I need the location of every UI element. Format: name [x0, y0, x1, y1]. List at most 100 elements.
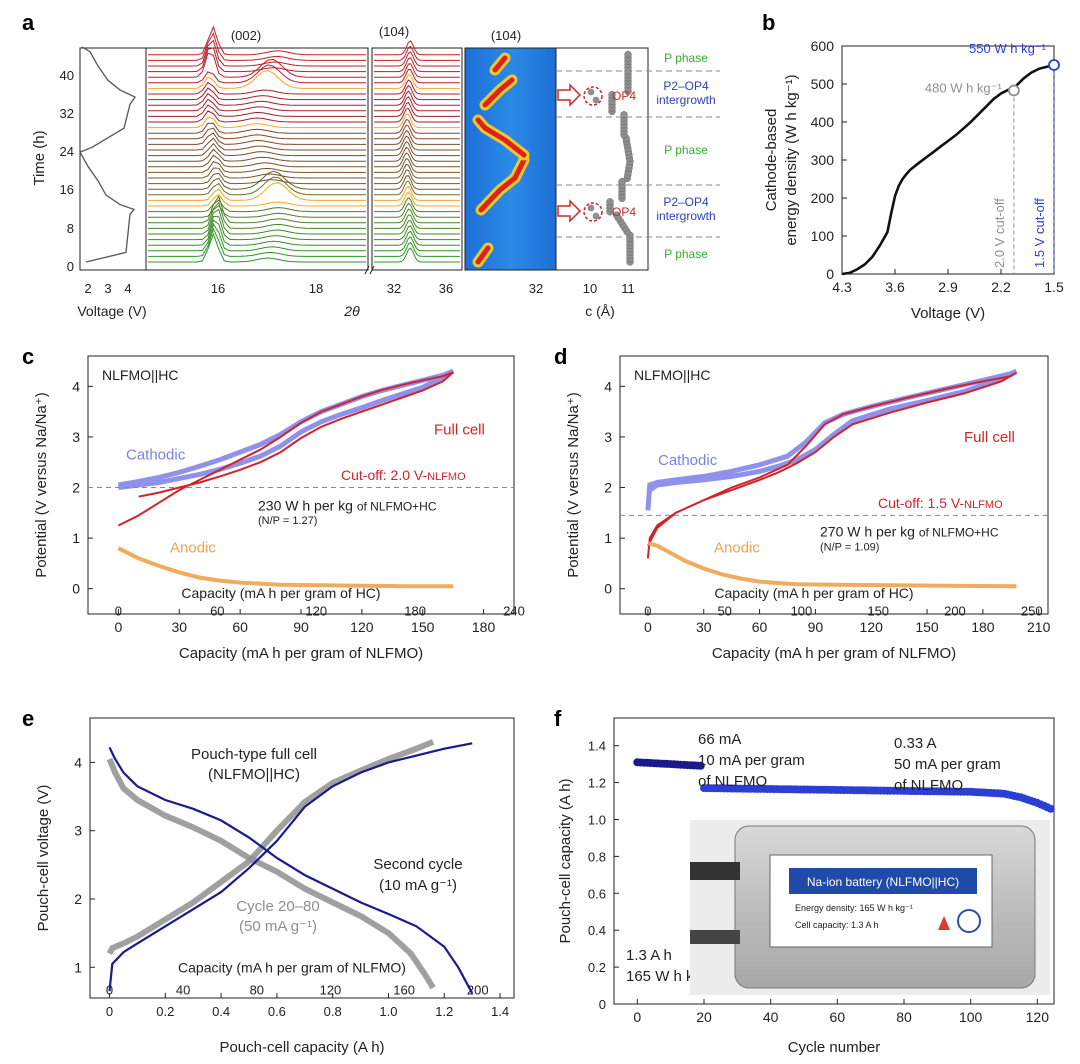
a-phase-label: P phase: [664, 247, 708, 261]
a-xrd-pattern: [148, 232, 366, 263]
panel-label-e: e: [22, 706, 34, 731]
a-contour-streak-core: [482, 77, 515, 108]
e-cycle-line2: (50 mA g⁻¹): [239, 918, 317, 935]
a-yticks: 0 8 16 24 32 40: [60, 68, 74, 274]
a-op4-marker-lower: OP4: [557, 199, 636, 223]
a-xrd-pattern: [374, 241, 460, 257]
a-xrd-pattern: [148, 154, 366, 168]
b-annotation: 480 W h kg⁻¹: [925, 80, 1003, 95]
a-xrd-pattern: [148, 47, 366, 73]
a-xrd-pattern: [148, 148, 366, 162]
d-np-label: (N/P = 1.09): [820, 541, 879, 553]
a-xrd-pattern: [374, 96, 460, 112]
panel-label-a: a: [22, 10, 35, 35]
a-voltage-frame: [79, 47, 147, 271]
d-x-ticklabel: 60: [752, 619, 768, 635]
a-voltage-xtick: 4: [124, 281, 131, 296]
a-xrd-pattern: [148, 32, 366, 61]
a-xrd-pattern: [374, 230, 460, 246]
op4-circle-icon: [583, 86, 603, 106]
f-battery-label-title-bg: [789, 868, 977, 894]
a-peak-104: (104): [379, 24, 409, 39]
e-x-ticklabel: 1.0: [379, 1004, 397, 1019]
a-xrd-pattern: [374, 196, 460, 213]
a-xrd-pattern: [374, 129, 460, 145]
f-y-ticklabel: 0.4: [588, 923, 606, 938]
c-top-ticklabel: 120: [305, 603, 327, 618]
a-peak-104-contour: (104): [491, 28, 521, 43]
f-capacity-point: [696, 761, 705, 770]
c-y-ticklabel: 4: [72, 378, 80, 394]
d-y-ticklabel: 0: [604, 581, 612, 597]
a-xrd-pattern: [148, 81, 366, 95]
e-top-ticklabel: 200: [467, 983, 489, 998]
a-c-point: [624, 50, 632, 59]
d-x-ticklabel: 210: [1027, 619, 1051, 635]
d-cutoff-label: Cut-off: 1.5 V-NLFMO: [878, 495, 1003, 511]
e-top-xlabel: Capacity (mA h per gram of NLFMO): [178, 960, 406, 976]
f-y-ticklabel: 1.0: [588, 812, 606, 827]
a-ytick: 0: [67, 259, 74, 274]
a-xrd-pattern: [148, 176, 366, 196]
a-xrd-pattern: [148, 98, 366, 112]
f-y-ticklabel: 0.2: [588, 960, 606, 975]
a-xrd-pattern: [148, 227, 366, 257]
a-xrd-pattern: [374, 157, 460, 173]
a-voltage-line: [79, 46, 136, 263]
e-xlabel: Pouch-cell capacity (A h): [219, 1039, 384, 1056]
panel-label-f: f: [554, 706, 562, 731]
c-x-ticklabel: 150: [411, 619, 435, 635]
f-rate2-line3: of NLFMO: [894, 777, 963, 794]
a-op4-marker-upper: OP4: [557, 83, 636, 107]
b-y-ticklabel: 600: [811, 38, 835, 54]
a-xrd-pattern: [148, 219, 366, 246]
a-xrd-pattern: [374, 169, 460, 185]
b-y-ticklabel: 500: [811, 76, 835, 92]
a-c-point: [587, 88, 595, 96]
a-xrd-pattern: [148, 110, 366, 123]
c-xlabel: Capacity (mA h per gram of NLFMO): [179, 645, 423, 662]
c-x-ticklabel: 90: [293, 619, 309, 635]
a-xrd-pattern: [374, 57, 460, 73]
a-xrd-pattern: [374, 236, 460, 252]
university-seal-icon: [957, 909, 981, 933]
a-xrd-pattern: [374, 202, 460, 218]
f-frame: [613, 717, 1055, 1005]
a-c-point: [606, 198, 614, 206]
a-c-point: [608, 91, 616, 99]
d-x-ticklabel: 0: [644, 619, 652, 635]
a-xrd-pattern: [148, 132, 366, 145]
a-xrd-pattern: [148, 201, 366, 229]
d-inset-title: NLFMO||HC: [634, 367, 711, 383]
a-c-point: [587, 204, 595, 212]
panel-a: Time (h) 0 8 16 24 32 40 2 3 4 Voltage (…: [31, 24, 720, 319]
a-xrd-pattern: [148, 137, 366, 151]
a-xrd-pattern: [374, 51, 460, 67]
a-contour-streak-core: [492, 55, 508, 73]
a-contour-streak-core: [478, 157, 527, 213]
c-y-ticklabel: 2: [72, 480, 80, 496]
panel-label-d: d: [554, 344, 567, 369]
a-xrd-pattern: [374, 45, 460, 61]
a-voltage-xlabel: Voltage (V): [77, 303, 146, 319]
d-fullcell-label: Full cell: [964, 429, 1015, 446]
e-second-charge: [108, 742, 473, 992]
b-annotation: 550 W h kg⁻¹: [969, 41, 1047, 56]
e-y-ticklabel: 3: [74, 823, 82, 839]
d-top-ticklabel: 150: [867, 603, 889, 618]
b-x-ticklabel: 1.5: [1044, 279, 1064, 295]
d-cathodic-line: [645, 368, 1018, 511]
b-x-ticklabel: 3.6: [885, 279, 905, 295]
a-xrd2-xtick: 32: [387, 281, 401, 296]
a-c-point: [620, 111, 628, 119]
a-contour-map: [472, 52, 530, 268]
a-xrd-pattern: [374, 175, 460, 190]
a-xrd-pattern: [374, 180, 460, 196]
c-top-ticklabel: 180: [404, 603, 426, 618]
a-phase-label: P2–OP4: [663, 79, 709, 93]
a-xrd-pattern: [374, 63, 460, 78]
a-contour-streak-core: [475, 245, 491, 265]
a-c-point: [592, 96, 600, 104]
a-xrd1-frame: [145, 47, 369, 271]
a-xrd-pattern: [374, 74, 460, 89]
